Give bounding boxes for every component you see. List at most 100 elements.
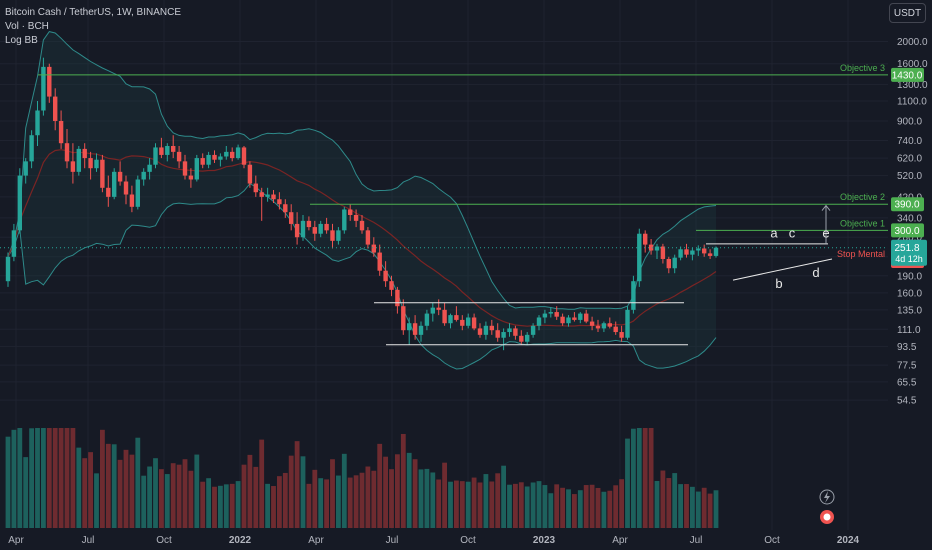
candle-body bbox=[165, 146, 170, 155]
time-tick-label: Apr bbox=[8, 535, 24, 546]
candle-body bbox=[259, 192, 264, 197]
candle-body bbox=[182, 161, 188, 176]
candle-body bbox=[454, 315, 459, 320]
symbol-title[interactable]: Bitcoin Cash / TetherUS, 1W, BINANCE bbox=[5, 7, 181, 18]
volume-bar bbox=[701, 487, 707, 528]
candle-body bbox=[666, 258, 671, 269]
volume-bar bbox=[336, 475, 341, 528]
candle-body bbox=[306, 220, 312, 228]
candle-body bbox=[330, 230, 335, 241]
volume-bar bbox=[82, 458, 88, 528]
volume-bar bbox=[424, 468, 430, 528]
volume-bar bbox=[218, 485, 223, 528]
candle-body bbox=[106, 187, 111, 197]
candle-body bbox=[412, 323, 418, 335]
volume-bar bbox=[58, 428, 64, 528]
pattern-label: d bbox=[812, 265, 819, 280]
drawing-overlays: Objective 3 Objective 2 Objective 1 Stop Me… bbox=[0, 63, 888, 524]
volume-bar bbox=[690, 486, 695, 528]
candle-body bbox=[637, 233, 642, 282]
volume-bar bbox=[135, 437, 141, 528]
candle-body bbox=[283, 204, 288, 213]
currency-button[interactable]: USDT bbox=[889, 3, 926, 23]
bb-indicator-label[interactable]: Log BB bbox=[5, 35, 38, 46]
volume-bar bbox=[613, 485, 619, 528]
volume-bar bbox=[341, 453, 347, 528]
candle-body bbox=[595, 325, 601, 329]
countdown-text: 4d 12h bbox=[895, 254, 923, 264]
candle-body bbox=[342, 209, 347, 231]
time-axis[interactable]: Apr Jul Oct 2022 Apr Jul Oct 2023 Apr Jul Oct 2024 bbox=[8, 535, 859, 546]
candlestick-series bbox=[5, 57, 719, 351]
candle-body bbox=[265, 194, 270, 197]
candle-body bbox=[11, 230, 17, 257]
volume-bar bbox=[212, 486, 217, 528]
volume-bar bbox=[507, 484, 512, 528]
candle-body bbox=[554, 312, 559, 317]
candle-body bbox=[395, 289, 400, 307]
candle-body bbox=[112, 171, 117, 197]
volume-bar bbox=[182, 459, 188, 528]
volume-bar bbox=[483, 474, 489, 528]
candle-body bbox=[176, 151, 182, 162]
candle-body bbox=[70, 161, 76, 172]
volume-bar bbox=[265, 483, 270, 528]
candle-body bbox=[513, 328, 518, 336]
volume-bar bbox=[247, 454, 253, 528]
volume-bar bbox=[566, 489, 571, 528]
candle-body bbox=[430, 307, 435, 314]
candle-body bbox=[601, 323, 607, 329]
volume-bar bbox=[123, 449, 129, 528]
volume-bar bbox=[159, 469, 164, 528]
candle-body bbox=[407, 323, 412, 331]
time-tick-label: Jul bbox=[386, 535, 399, 546]
volume-bar bbox=[442, 462, 447, 528]
volume-bar bbox=[188, 470, 194, 528]
candle-body bbox=[383, 270, 388, 282]
candle-body bbox=[64, 143, 70, 162]
volume-bar bbox=[430, 472, 436, 528]
pattern-label: b bbox=[775, 276, 782, 291]
time-tick-label: Oct bbox=[764, 535, 780, 546]
time-tick-label: 2022 bbox=[229, 535, 252, 546]
candle-body bbox=[235, 147, 241, 159]
candle-body bbox=[702, 248, 707, 254]
candle-body bbox=[619, 332, 624, 338]
volume-bar bbox=[194, 454, 200, 528]
candle-body bbox=[389, 281, 394, 290]
candle-body bbox=[5, 256, 11, 282]
candle-body bbox=[648, 244, 654, 251]
volume-bar bbox=[253, 466, 259, 528]
level-tag-text: 390.0 bbox=[894, 200, 919, 211]
candle-body bbox=[200, 158, 205, 165]
price-tick-label: 77.5 bbox=[897, 361, 917, 372]
volume-indicator-label[interactable]: Vol · BCH bbox=[5, 21, 49, 32]
time-tick-label: Jul bbox=[690, 535, 703, 546]
volume-bar bbox=[312, 469, 318, 528]
bb-lower bbox=[7, 183, 717, 370]
last-price-text: 251.8 bbox=[894, 243, 919, 254]
volume-bar bbox=[76, 447, 82, 528]
volume-bar bbox=[377, 443, 383, 528]
volume-bar bbox=[318, 478, 324, 528]
volume-bar bbox=[70, 428, 76, 528]
candle-body bbox=[519, 335, 524, 342]
volume-bar bbox=[200, 481, 206, 528]
volume-bar bbox=[536, 481, 542, 528]
triangle-bottom bbox=[732, 258, 833, 281]
volume-bar bbox=[94, 473, 99, 528]
candle-body bbox=[442, 309, 447, 324]
volume-bar bbox=[583, 485, 589, 528]
volume-bar bbox=[117, 459, 123, 528]
candle-body bbox=[690, 250, 695, 255]
volume-bar bbox=[241, 464, 247, 528]
volume-bar bbox=[601, 491, 607, 528]
candle-body bbox=[294, 223, 300, 238]
candle-body bbox=[153, 147, 158, 165]
price-tick-label: 54.5 bbox=[897, 396, 917, 407]
candle-body bbox=[536, 317, 542, 326]
candle-body bbox=[336, 230, 341, 241]
level-tag-text: 1430.0 bbox=[892, 70, 923, 81]
